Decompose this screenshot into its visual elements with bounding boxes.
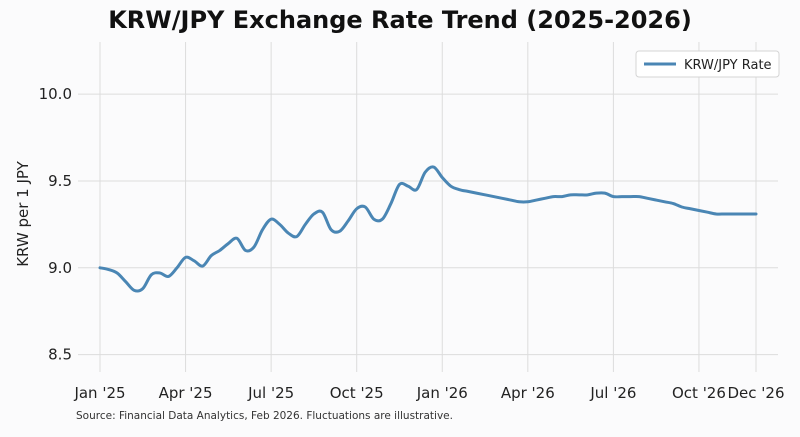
series-line xyxy=(98,165,758,293)
series-layer xyxy=(98,165,758,293)
chart-title: KRW/JPY Exchange Rate Trend (2025-2026) xyxy=(108,6,692,34)
x-tick-label: Oct '26 xyxy=(672,384,726,402)
legend-label: KRW/JPY Rate xyxy=(684,58,772,73)
grid-layer xyxy=(78,42,778,372)
y-tick-label: 10.0 xyxy=(39,85,72,103)
axis-layer: Jan '25 Apr '25 Jul '25 Oct '25 Jan '26 Apr '… xyxy=(39,85,785,402)
y-tick-label: 9.0 xyxy=(48,259,72,277)
x-tick-label: Jan '26 xyxy=(416,384,468,402)
legend-box xyxy=(635,50,780,78)
legend: KRW/JPY Rate xyxy=(635,50,780,78)
y-tick-label: 8.5 xyxy=(48,346,72,364)
x-tick-label: Apr '25 xyxy=(159,384,213,402)
x-tick-label: Apr '26 xyxy=(501,384,555,402)
x-tick-label: Oct '25 xyxy=(330,384,384,402)
x-tick-label: Jan '25 xyxy=(73,384,125,402)
y-tick-label: 9.5 xyxy=(48,172,72,190)
y-axis-label: KRW per 1 JPY xyxy=(14,160,32,266)
x-tick-label: Jul '25 xyxy=(247,384,294,402)
source-note: Source: Financial Data Analytics, Feb 20… xyxy=(76,410,453,422)
x-tick-label: Jul '26 xyxy=(589,384,636,402)
x-tick-label: Dec '26 xyxy=(727,384,784,402)
